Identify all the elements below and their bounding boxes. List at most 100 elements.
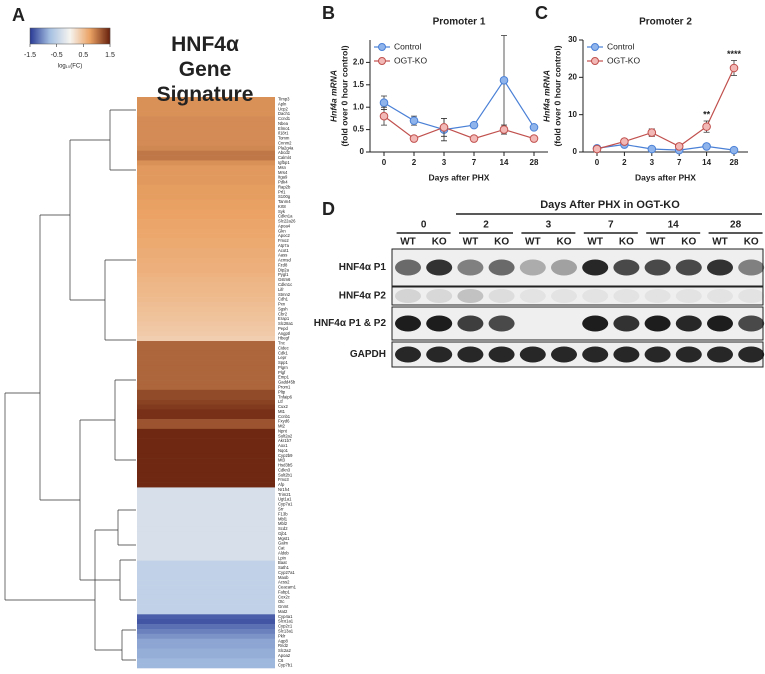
legend-label: OGT-KO [394,55,427,65]
gene-label: Aox1 [278,443,288,448]
heatmap-cell [137,560,275,566]
gene-label: Cdkn1c [278,282,292,287]
data-point [729,63,739,73]
x-tick-label: 14 [702,158,711,167]
gene-label: Itga9 [278,175,288,180]
gene-label: Gstm6 [278,277,291,282]
colorbar-segment [72,28,74,44]
blot-band [519,289,546,303]
heatmap-cell [137,477,275,483]
gene-label: Slco1a1 [278,619,294,624]
gene-label: Cyp2b9 [278,453,293,458]
gene-label: Hsd3b5 [278,463,293,468]
y-axis-label: Hnf4a mRNA [328,70,338,122]
gene-label: Pxn [278,302,286,307]
heatmap-cell [137,589,275,596]
heatmap-cell [137,604,275,610]
heatmap-cell [137,419,275,425]
heatmap-cell [137,394,275,400]
panel-label: B [322,3,335,23]
blot-band [582,289,609,303]
colorbar-segment [35,28,37,44]
colorbar-segment [90,28,92,44]
y-tick-label: 0 [360,147,365,156]
colorbar-tick-label: -1.5 [24,52,36,59]
gene-label: Galm [278,541,289,546]
colorbar-segment [34,28,36,44]
gene-label: Cdh1 [278,297,289,302]
heatmap-cell [137,492,275,498]
heatmap-cell [137,301,275,308]
blot-band [644,315,671,332]
blot-band [738,315,765,332]
x-tick-label: 2 [622,158,627,167]
colorbar-frame [29,27,111,45]
colorbar-segment [67,28,69,44]
gene-label: Pla2g4a [278,145,294,150]
heatmap-cell [137,121,275,127]
colorbar-segment [108,28,110,44]
blot-band [613,315,640,332]
blot-band [551,289,577,303]
gene-label: Mt1 [278,409,286,414]
heatmap-cell [137,389,275,396]
gene-label: Cdkn1a [278,214,293,219]
gene-label: Cnnm2 [278,140,292,145]
colorbar-segment [106,28,108,44]
gene-label: Msn [278,165,287,170]
heatmap-cell [137,248,275,254]
gene-label: Rap2b [278,184,291,189]
heatmap-cell [137,541,275,547]
gene-label: Sath1 [278,565,290,570]
heatmap-cell [137,585,275,591]
blot-band [457,289,484,303]
heatmap-cell [137,287,275,293]
blot-band [582,259,609,276]
gene-label: Sult2a2 [278,433,293,438]
lane-label: WT [400,237,416,248]
gene-label: Gjb1 [278,531,288,536]
heatmap-cell [137,482,275,488]
y-axis-label: Hnf4a mRNA [541,70,551,122]
colorbar-segment [80,28,82,44]
heatmap-cell [137,282,275,288]
heatmap-cell [137,199,275,205]
blot-strip [391,286,764,306]
colorbar-segment [36,28,38,44]
gene-label: Aass [278,253,287,258]
row-label: HNF4α P1 & P2 [314,318,387,329]
y-tick-label: 10 [568,110,577,119]
chart-title: Promoter 2 [639,17,692,28]
gene-label: Sult2b1 [278,472,293,477]
colorbar-segment [38,28,40,44]
data-point [409,134,419,143]
gene-label: Tomm [278,136,290,141]
legend-marker [378,57,386,65]
x-tick-label: 7 [472,158,477,167]
heatmap-cell [137,399,275,405]
heatmap-cell [137,238,275,244]
gene-label: Slc22a26 [278,219,296,224]
day-label: 14 [668,220,680,231]
colorbar-segment [75,28,77,44]
heatmap-cell [137,155,275,161]
colorbar-segment [61,28,63,44]
blot-band [488,289,515,303]
gene-label: Dip2a [278,267,290,272]
gene-label: Cdkn3 [278,467,291,472]
data-point [647,144,657,154]
gene-label: Fmo3 [278,477,289,482]
heatmap-cell [137,580,275,586]
lane-label: KO [744,237,759,248]
y-tick-label: 30 [568,35,577,44]
gene-label: Plgrn [278,365,288,370]
gene-label: C6 [278,658,284,663]
legend-marker [591,57,599,65]
blot-band [488,346,515,363]
gene-label: Syk [278,209,286,214]
heatmap-cell [137,311,275,317]
heatmap-cell [137,467,275,474]
gene-label: Mt2 [278,424,286,429]
heatmap-cell [137,277,275,283]
